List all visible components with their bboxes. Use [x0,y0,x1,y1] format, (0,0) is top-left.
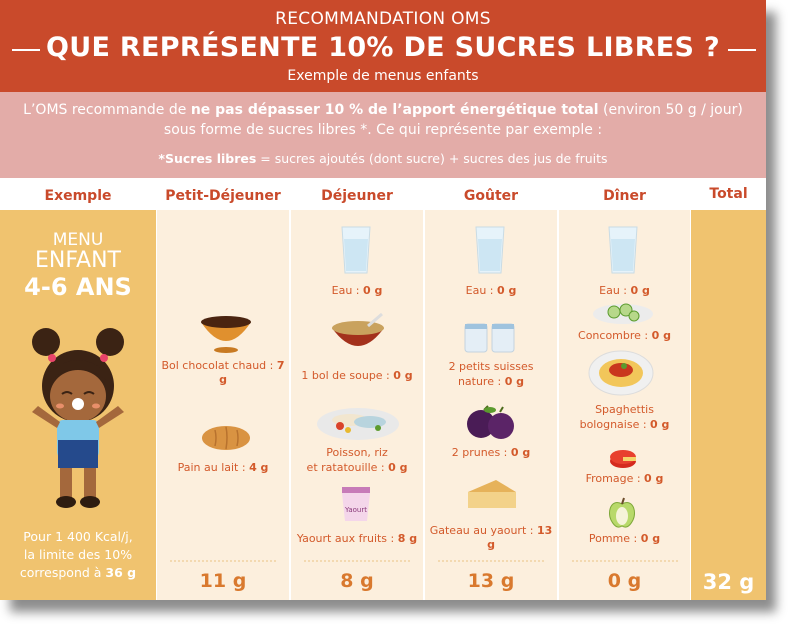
page-title: QUE REPRÉSENTE 10% DE SUCRES LIBRES ? [46,32,720,63]
yogurt-pot-icon: Yaourt [342,487,370,521]
sum-petit-dejeuner: 11 g [199,570,247,592]
separator-petit-dejeuner [170,560,276,562]
profile-column: MENU ENFANT 4-6 ANS Pour 1 400 Kcal/ [0,210,156,600]
cucumber-plate-icon [593,303,653,324]
cheese-icon [610,450,636,468]
item-eau-gouter: Eau : 0 g [465,284,517,297]
water-glass-icon [608,226,638,274]
colhead-petit-dejeuner: Petit-Déjeuner [165,188,281,204]
intro-line-2: sous forme de sucres libres *. Ce qui re… [163,122,603,138]
column-gouter [425,210,557,600]
infographic-card: RECOMMANDATION OMS QUE REPRÉSENTE 10% DE… [0,0,766,600]
item-pain-au-lait: Pain au lait : 4 g [177,461,269,474]
colhead-diner: Dîner [603,188,646,204]
apple-icon [608,497,636,528]
sum-diner: 0 g [607,570,642,592]
intro-line-1: L’OMS recommande de ne pas dépasser 10 %… [23,102,743,118]
header-banner: RECOMMANDATION OMS QUE REPRÉSENTE 10% DE… [0,0,766,92]
sum-gouter: 13 g [467,570,515,592]
water-glass-icon [341,226,371,274]
title-rule-right [728,49,756,51]
column-dejeuner [291,210,423,600]
milk-bread-icon [202,426,250,450]
water-glass-icon [475,226,505,274]
soup-bowl-icon [332,312,384,346]
cocoa-bowl-icon [201,316,251,353]
item-poisson-line2: et ratatouille : 0 g [306,461,408,474]
column-petit-dejeuner [157,210,289,600]
intro-banner: L’OMS recommande de ne pas dépasser 10 %… [0,92,766,178]
header-subtitle: Exemple de menus enfants [287,68,479,84]
column-headers: Exemple Petit-Déjeuner Déjeuner Goûter D… [0,178,766,210]
fish-plate-icon [317,408,399,440]
child-illustration [32,328,124,508]
petits-suisses-icon [464,323,515,353]
item-petits-suisses-line1: 2 petits suisses [448,360,534,373]
colhead-total: Total [709,186,748,202]
item-prunes: 2 prunes : 0 g [451,446,531,459]
item-spaghettis-line1: Spaghettis [595,403,654,416]
item-bol-de-soupe: 1 bol de soupe : 0 g [301,369,413,382]
colhead-gouter: Goûter [463,188,519,204]
separator-gouter [438,560,544,562]
limit-note-2: la limite des 10% [23,547,133,562]
sum-total: 32 g [702,570,755,594]
colhead-exemple: Exemple [44,188,112,204]
colhead-dejeuner: Déjeuner [321,188,393,204]
header-kicker: RECOMMANDATION OMS [275,9,491,29]
title-rule-left [12,49,40,51]
yogurt-cake-icon [468,480,516,508]
item-poisson-line1: Poisson, riz [326,446,388,459]
limit-note-3: correspond à 36 g [19,565,137,580]
item-petits-suisses-line2: nature : 0 g [457,375,525,388]
item-fromage: Fromage : 0 g [585,472,664,485]
limit-note-1: Pour 1 400 Kcal/j, [23,529,133,544]
column-diner [559,210,690,600]
item-gateau-yaourt: Gateau au yaourt : 13 g [429,524,553,551]
item-eau-dejeuner: Eau : 0 g [331,284,383,297]
sum-dejeuner: 8 g [340,570,374,592]
menu-label: MENU [52,230,104,250]
separator-dejeuner [304,560,410,562]
item-eau-diner: Eau : 0 g [599,284,650,297]
item-concombre: Concombre : 0 g [578,329,671,342]
intro-footnote: *Sucres libres = sucres ajoutés (dont su… [158,151,608,166]
column-total [691,210,766,600]
yogurt-brand-text: Yaourt [344,506,367,514]
spaghetti-plate-icon [588,350,654,396]
item-pomme: Pomme : 0 g [588,532,661,545]
separator-diner [572,560,678,562]
enfant-label: ENFANT [35,248,121,273]
item-yaourt-fruits: Yaourt aux fruits : 8 g [296,532,418,545]
item-bol-chocolat: Bol chocolat chaud : 7 g [161,359,285,386]
item-spaghettis-line2: bolognaise : 0 g [579,418,670,431]
age-label: 4-6 ANS [24,273,132,301]
plums-icon [467,405,514,439]
